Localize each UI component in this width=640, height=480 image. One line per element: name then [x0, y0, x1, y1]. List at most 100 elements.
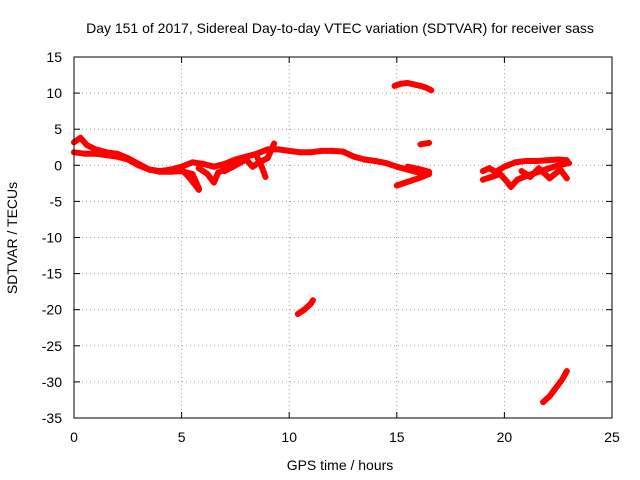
data-point [232, 162, 239, 169]
y-tick-label: -5 [50, 193, 63, 209]
data-point [77, 134, 84, 141]
series-arc-15-17h-b [404, 163, 433, 175]
x-tick-label: 15 [389, 429, 405, 445]
data-point [393, 163, 400, 170]
data-point [372, 157, 379, 164]
data-point [404, 178, 411, 185]
x-tick-label: 0 [70, 429, 78, 445]
data-point [518, 168, 525, 175]
series-high-arc-15-17h [391, 79, 435, 94]
series-low-22-23h [540, 368, 570, 406]
data-point [271, 140, 278, 147]
data-point [350, 153, 357, 160]
data-point [559, 376, 566, 383]
data-point [286, 147, 293, 154]
data-point [544, 157, 551, 164]
data-point [415, 175, 422, 182]
data-point [507, 183, 514, 190]
data-point [232, 156, 239, 163]
data-point [294, 311, 301, 318]
data-point [533, 157, 540, 164]
data-point [527, 173, 534, 180]
x-tick-label: 25 [604, 429, 620, 445]
y-tick-label: -15 [42, 266, 62, 282]
data-point [92, 150, 99, 157]
data-point [275, 146, 282, 153]
data-point [546, 393, 553, 400]
data-point [318, 147, 325, 154]
y-tick-label: 0 [54, 157, 62, 173]
data-point [135, 162, 142, 169]
data-point [557, 166, 564, 173]
data-point [426, 139, 433, 146]
data-point [415, 165, 422, 172]
data-point [296, 149, 303, 156]
axis-ticks: 0 5 10 15 20 25 15 10 5 0 -5 -10 -15 -20 -25 -30 -35 [42, 49, 620, 445]
chart-title: Day 151 of 2017, Sidereal Day-to-day VTE… [86, 20, 594, 36]
data-point [301, 306, 308, 313]
data-point [514, 176, 521, 183]
data-point [146, 166, 153, 173]
data-point [157, 168, 164, 175]
data-point [307, 149, 314, 156]
data-point [546, 175, 553, 182]
series-trace [393, 171, 433, 189]
data-point [178, 166, 185, 173]
data-point [83, 142, 90, 149]
data-point [243, 156, 250, 163]
data-point [215, 169, 222, 176]
x-axis-label: GPS time / hours [287, 457, 394, 473]
data-point [404, 79, 411, 86]
data-point [383, 160, 390, 167]
series-trace [479, 156, 570, 175]
data-point [479, 168, 486, 175]
series-drop-8-9h [253, 153, 269, 180]
x-tick-label: 10 [281, 429, 297, 445]
data-point [501, 163, 508, 170]
data-point [563, 368, 570, 375]
data-point [555, 162, 562, 169]
data-point [553, 384, 560, 391]
y-tick-label: 15 [46, 49, 62, 65]
data-point [195, 186, 202, 193]
data-point [249, 163, 256, 170]
series-short-16h [417, 139, 433, 148]
series-trace [294, 297, 316, 317]
data-point [114, 153, 121, 160]
data-point [417, 82, 424, 89]
data-point [393, 182, 400, 189]
data-point [522, 157, 529, 164]
data-point [426, 168, 433, 175]
series-dip-5-6h [178, 166, 202, 193]
data-point [340, 148, 346, 155]
data-point [103, 152, 110, 159]
data-point [404, 163, 411, 170]
data-point [512, 159, 519, 166]
data-point [503, 178, 510, 185]
x-tick-label: 5 [178, 429, 186, 445]
data-point [565, 160, 572, 167]
data-point [189, 170, 196, 177]
data-point [486, 165, 493, 172]
data-point [221, 168, 228, 175]
data-point [253, 153, 260, 160]
data-point [81, 150, 88, 157]
y-tick-label: -20 [42, 302, 62, 318]
y-tick-label: 10 [46, 85, 62, 101]
series-trace [518, 165, 570, 182]
data-point [262, 173, 269, 180]
data-point [210, 179, 217, 186]
data-point [189, 159, 196, 166]
y-tick-label: -10 [42, 230, 62, 246]
data-point [479, 176, 486, 183]
data-point [488, 173, 495, 180]
data-point [307, 300, 314, 307]
x-tick-label: 20 [497, 429, 513, 445]
data-point [200, 160, 207, 167]
data-point [411, 81, 418, 88]
y-axis-label: SDTVAR / TECUs [4, 182, 20, 294]
grid-lines [74, 57, 612, 418]
data-point [185, 173, 192, 180]
